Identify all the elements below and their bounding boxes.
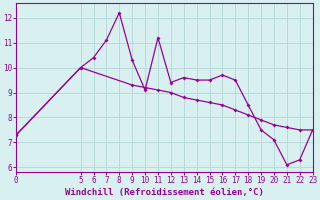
X-axis label: Windchill (Refroidissement éolien,°C): Windchill (Refroidissement éolien,°C) xyxy=(65,188,264,197)
